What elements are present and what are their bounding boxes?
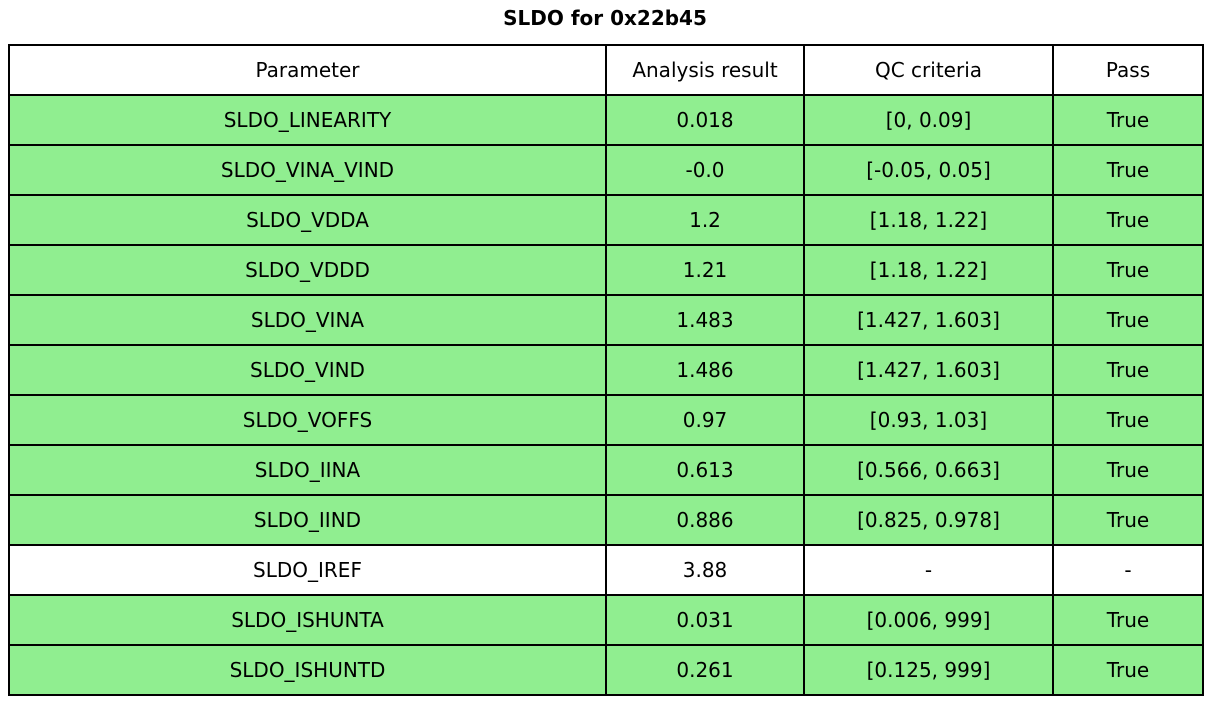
table-row: SLDO_VINA_VIND -0.0 [-0.05, 0.05] True [8, 144, 1204, 196]
cell-pass: True [1052, 594, 1204, 646]
column-header-parameter: Parameter [8, 44, 607, 96]
cell-qc-criteria: [0.006, 999] [803, 594, 1054, 646]
cell-pass: True [1052, 244, 1204, 296]
cell-pass: True [1052, 644, 1204, 696]
cell-qc-criteria: [0.566, 0.663] [803, 444, 1054, 496]
cell-analysis-result: 0.261 [605, 644, 805, 696]
header-row: Parameter Analysis result QC criteria Pass [8, 44, 1204, 96]
cell-pass: True [1052, 94, 1204, 146]
cell-analysis-result: 1.483 [605, 294, 805, 346]
table-row: SLDO_VOFFS 0.97 [0.93, 1.03] True [8, 394, 1204, 446]
cell-parameter: SLDO_VDDA [8, 194, 607, 246]
cell-pass: - [1052, 544, 1204, 596]
cell-pass: True [1052, 494, 1204, 546]
cell-analysis-result: 1.486 [605, 344, 805, 396]
cell-analysis-result: 0.031 [605, 594, 805, 646]
cell-pass: True [1052, 394, 1204, 446]
table-row: SLDO_VDDD 1.21 [1.18, 1.22] True [8, 244, 1204, 296]
cell-pass: True [1052, 294, 1204, 346]
cell-qc-criteria: [-0.05, 0.05] [803, 144, 1054, 196]
table-row: SLDO_IINA 0.613 [0.566, 0.663] True [8, 444, 1204, 496]
cell-parameter: SLDO_VINA [8, 294, 607, 346]
cell-qc-criteria: [0.825, 0.978] [803, 494, 1054, 546]
cell-parameter: SLDO_VINA_VIND [8, 144, 607, 196]
cell-parameter: SLDO_IIND [8, 494, 607, 546]
cell-qc-criteria: [0.125, 999] [803, 644, 1054, 696]
cell-parameter: SLDO_ISHUNTD [8, 644, 607, 696]
cell-parameter: SLDO_VDDD [8, 244, 607, 296]
cell-analysis-result: 1.2 [605, 194, 805, 246]
cell-parameter: SLDO_VIND [8, 344, 607, 396]
figure-title: SLDO for 0x22b45 [503, 6, 707, 30]
table-body: SLDO_LINEARITY 0.018 [0, 0.09] True SLDO_VIN… [8, 94, 1204, 696]
cell-analysis-result: 0.613 [605, 444, 805, 496]
table-row: SLDO_VIND 1.486 [1.427, 1.603] True [8, 344, 1204, 396]
cell-parameter: SLDO_ISHUNTA [8, 594, 607, 646]
cell-pass: True [1052, 144, 1204, 196]
column-header-qc-criteria: QC criteria [803, 44, 1054, 96]
cell-qc-criteria: [1.18, 1.22] [803, 244, 1054, 296]
cell-qc-criteria: [1.427, 1.603] [803, 294, 1054, 346]
column-header-analysis-result: Analysis result [605, 44, 805, 96]
cell-analysis-result: -0.0 [605, 144, 805, 196]
qc-results-table: Parameter Analysis result QC criteria Pass … [8, 44, 1204, 696]
table-row: SLDO_IIND 0.886 [0.825, 0.978] True [8, 494, 1204, 546]
cell-analysis-result: 0.97 [605, 394, 805, 446]
table-row: SLDO_VDDA 1.2 [1.18, 1.22] True [8, 194, 1204, 246]
cell-analysis-result: 0.886 [605, 494, 805, 546]
cell-parameter: SLDO_LINEARITY [8, 94, 607, 146]
table-row: SLDO_ISHUNTA 0.031 [0.006, 999] True [8, 594, 1204, 646]
cell-parameter: SLDO_VOFFS [8, 394, 607, 446]
cell-qc-criteria: [1.427, 1.603] [803, 344, 1054, 396]
cell-qc-criteria: [0, 0.09] [803, 94, 1054, 146]
table-row: SLDO_LINEARITY 0.018 [0, 0.09] True [8, 94, 1204, 146]
cell-parameter: SLDO_IINA [8, 444, 607, 496]
cell-pass: True [1052, 344, 1204, 396]
cell-qc-criteria: - [803, 544, 1054, 596]
column-header-pass: Pass [1052, 44, 1204, 96]
cell-analysis-result: 3.88 [605, 544, 805, 596]
cell-parameter: SLDO_IREF [8, 544, 607, 596]
table-row: SLDO_ISHUNTD 0.261 [0.125, 999] True [8, 644, 1204, 696]
cell-qc-criteria: [0.93, 1.03] [803, 394, 1054, 446]
cell-analysis-result: 0.018 [605, 94, 805, 146]
table-row: SLDO_IREF 3.88- - [8, 544, 1204, 596]
cell-qc-criteria: [1.18, 1.22] [803, 194, 1054, 246]
cell-pass: True [1052, 444, 1204, 496]
cell-pass: True [1052, 194, 1204, 246]
table-row: SLDO_VINA 1.483 [1.427, 1.603] True [8, 294, 1204, 346]
cell-analysis-result: 1.21 [605, 244, 805, 296]
